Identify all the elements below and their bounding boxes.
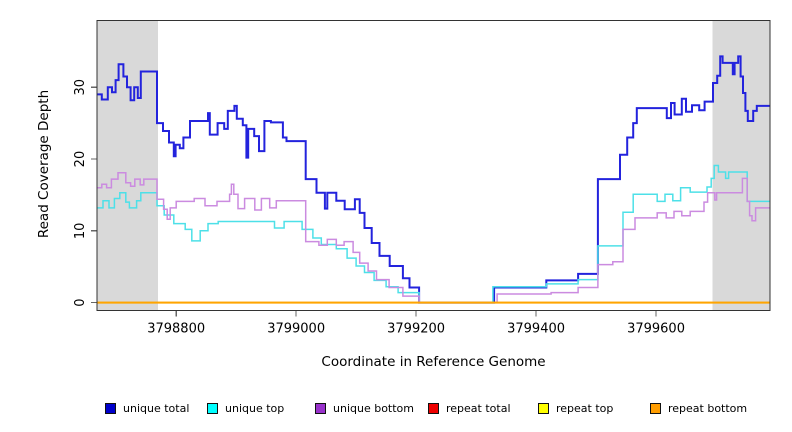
y-tick-label: 20	[73, 151, 88, 168]
legend-label: unique bottom	[333, 401, 415, 415]
legend-label: repeat bottom	[668, 401, 748, 415]
y-tick-label: 0	[73, 298, 88, 306]
legend-swatch-icon	[428, 402, 439, 414]
legend-swatch-icon	[315, 402, 326, 414]
legend-item-unique-bottom: unique bottom	[315, 400, 414, 416]
y-tick-label: 30	[73, 79, 88, 96]
legend-item-unique-total: unique total	[105, 400, 189, 416]
legend-item-repeat-total: repeat total	[428, 400, 511, 416]
x-tick-label: 3799600	[627, 322, 685, 337]
series-line-unique-top	[97, 164, 770, 304]
chart-legend: unique total unique top unique bottom repea…	[0, 400, 792, 424]
x-axis-title: Coordinate in Reference Genome	[321, 354, 546, 370]
legend-swatch-icon	[105, 402, 116, 414]
legend-item-unique-top: unique top	[207, 400, 284, 416]
y-axis-title: Read Coverage Depth	[36, 89, 52, 239]
x-tick-label: 3799200	[387, 322, 445, 337]
series-line-unique-bottom	[97, 171, 770, 304]
x-tick-label: 3799000	[267, 322, 325, 337]
legend-item-repeat-bottom: repeat bottom	[650, 400, 747, 416]
shaded-region-0	[97, 20, 159, 311]
x-tick-label: 3799400	[507, 322, 565, 337]
x-tick-label: 3798800	[147, 322, 205, 337]
plot-box	[96, 19, 771, 312]
series-line-unique-total	[97, 55, 770, 304]
legend-label: repeat total	[446, 401, 511, 415]
legend-swatch-icon	[207, 402, 218, 414]
legend-label: repeat top	[556, 401, 614, 415]
legend-swatch-icon	[538, 402, 549, 414]
legend-swatch-icon	[650, 402, 661, 414]
y-tick-label: 10	[73, 223, 88, 240]
legend-label: unique top	[225, 401, 285, 415]
legend-item-repeat-top: repeat top	[538, 400, 613, 416]
legend-label: unique total	[123, 401, 190, 415]
